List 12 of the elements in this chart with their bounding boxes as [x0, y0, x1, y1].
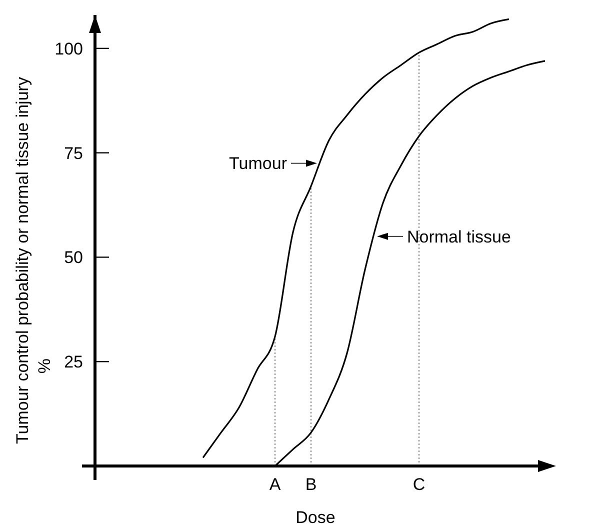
legend-label: Normal tissue	[407, 227, 511, 246]
y-tick-label: 75	[64, 144, 83, 163]
x-tick-label: A	[269, 475, 282, 494]
y-tick-label: 50	[64, 248, 83, 268]
x-tick-label: C	[412, 475, 426, 494]
y-axis-title: Tumour control probability or normal tissue injury %	[13, 76, 54, 444]
line-series	[202, 18, 510, 458]
y-tick-label: 25	[64, 352, 83, 372]
series-label: Tumour	[229, 154, 288, 174]
y-tick-label: 100	[54, 39, 83, 58]
x-tick-label: B	[305, 475, 317, 494]
x-axis-title: Dose	[296, 508, 336, 527]
